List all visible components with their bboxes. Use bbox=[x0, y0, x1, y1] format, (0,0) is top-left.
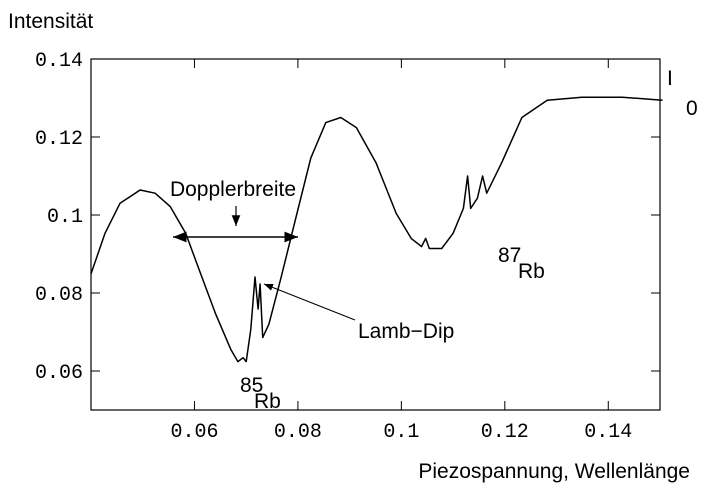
plot-frame bbox=[90, 58, 661, 411]
y-tick-label: 0.08 bbox=[35, 284, 83, 307]
x-tick-label: 0.14 bbox=[584, 421, 632, 444]
y-tick-label: 0.14 bbox=[35, 50, 83, 73]
x-axis-label: Piezospannung, Wellenlänge bbox=[418, 460, 690, 483]
annotation-sup: 87 bbox=[498, 244, 521, 267]
y-tick-label: 0.12 bbox=[35, 128, 83, 151]
x-tick-label: 0.12 bbox=[481, 421, 529, 444]
x-tick-label: 0.06 bbox=[170, 421, 218, 444]
annotation: Dopplerbreite bbox=[170, 178, 296, 201]
x-tick-label: 0.1 bbox=[383, 421, 419, 444]
y-tick-label: 0.1 bbox=[47, 206, 83, 229]
annotation: Lamb−Dip bbox=[358, 320, 454, 343]
annotation: I bbox=[667, 67, 673, 90]
y-tick-label: 0.06 bbox=[35, 362, 83, 385]
annotation: Rb bbox=[254, 390, 281, 413]
data-line bbox=[90, 96, 663, 363]
arrow bbox=[263, 283, 356, 321]
annotation: Rb bbox=[518, 260, 545, 283]
annotation-sub: 0 bbox=[686, 97, 698, 120]
y-axis-label: Intensität bbox=[8, 10, 93, 33]
x-tick-label: 0.08 bbox=[274, 421, 322, 444]
annotation-sup: 85 bbox=[240, 374, 263, 397]
